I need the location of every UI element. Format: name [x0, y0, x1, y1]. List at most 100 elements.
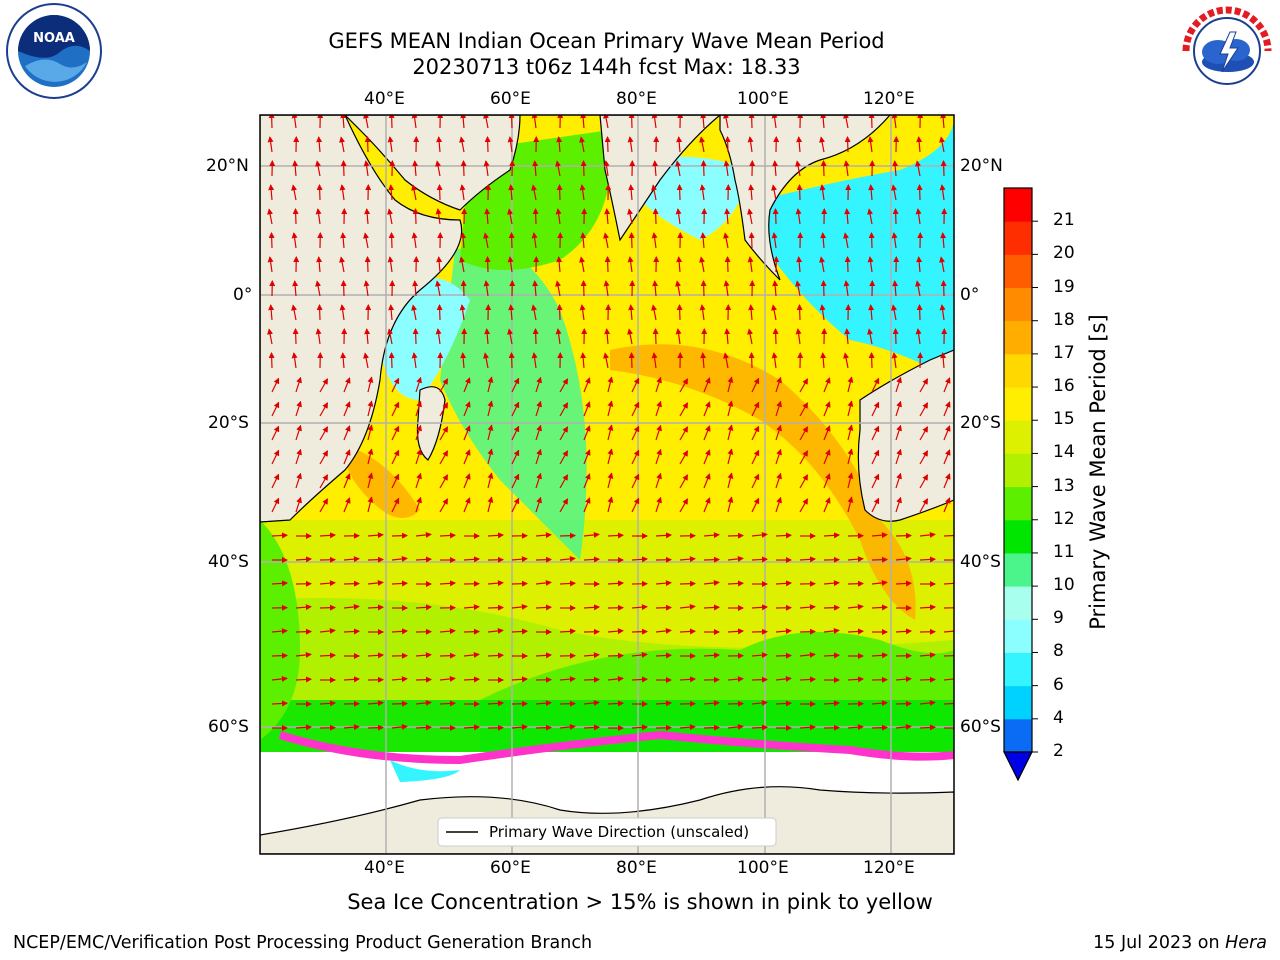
noaa-logo-text: NOAA: [33, 31, 75, 46]
wave-arrow: [268, 304, 275, 321]
wave-arrow: [631, 449, 640, 465]
wave-arrow: [559, 450, 569, 465]
wave-arrow: [363, 232, 370, 249]
wave-arrow: [583, 699, 600, 706]
wave-arrow: [823, 532, 840, 539]
wave-arrow: [291, 304, 298, 321]
wave-arrow: [555, 280, 562, 297]
wave-arrow: [604, 328, 611, 345]
wave-arrow: [439, 402, 449, 417]
wave-arrow: [391, 532, 408, 539]
wave-arrow: [316, 256, 323, 273]
wave-arrow: [867, 136, 874, 153]
wave-arrow: [847, 556, 864, 563]
wave-arrow: [315, 208, 322, 225]
wave-arrow: [823, 700, 840, 707]
wave-arrow: [583, 556, 600, 563]
wave-arrow: [723, 232, 730, 249]
wave-arrow: [295, 400, 302, 417]
wave-arrow: [823, 473, 831, 489]
wave-arrow: [939, 256, 946, 273]
wave-arrow: [363, 160, 370, 177]
colorbar-tick-label: 9: [1053, 608, 1064, 629]
wave-arrow: [511, 473, 520, 489]
wave-arrow: [487, 496, 494, 513]
wave-arrow: [847, 448, 854, 465]
wave-arrow: [583, 652, 600, 659]
wave-arrow: [843, 280, 850, 297]
wave-arrow: [559, 378, 569, 393]
wave-arrow: [795, 328, 802, 345]
wave-arrow: [871, 579, 888, 586]
wave-arrow: [727, 700, 744, 707]
lat-tick-left-60s: 60°S: [208, 717, 249, 737]
wave-arrow: [727, 448, 734, 465]
wave-arrow: [895, 424, 902, 441]
lat-tick-right-60s: 60°S: [960, 717, 1001, 737]
wave-arrow: [415, 652, 432, 659]
wave-arrow: [531, 184, 538, 201]
wave-arrow: [679, 603, 696, 610]
wave-arrow: [915, 160, 922, 177]
wave-arrow: [363, 352, 370, 369]
wave-arrow: [679, 426, 689, 441]
wave-arrow: [391, 425, 400, 441]
wave-arrow: [700, 352, 707, 369]
wave-arrow: [583, 676, 600, 683]
wave-arrow: [703, 579, 720, 586]
wave-arrow: [559, 555, 576, 562]
wave-arrow: [823, 425, 831, 441]
wave-arrow: [775, 652, 792, 659]
wave-arrow: [579, 184, 586, 201]
wave-arrow: [727, 555, 744, 562]
wave-arrow: [847, 676, 864, 683]
wave-arrow: [799, 474, 809, 489]
wave-arrow: [796, 304, 803, 321]
wave-arrow: [819, 184, 826, 201]
wave-arrow: [871, 700, 888, 707]
wave-arrow: [943, 675, 954, 682]
wave-arrow: [895, 723, 912, 730]
wave-arrow: [679, 450, 689, 465]
wave-arrow: [535, 532, 552, 539]
wave-arrow: [940, 352, 947, 369]
wave-arrow: [463, 676, 480, 683]
bay-cyan: [640, 156, 750, 240]
wave-arrow: [339, 136, 346, 153]
wave-arrow: [268, 184, 275, 201]
wave-arrow: [603, 232, 610, 249]
wave-arrow: [775, 472, 782, 489]
wave-arrow: [343, 676, 360, 683]
wave-arrow: [367, 448, 374, 465]
wave-arrow: [439, 498, 449, 513]
wave-arrow: [411, 184, 418, 201]
colorbar-box: [1004, 287, 1032, 322]
wave-arrow: [484, 256, 491, 273]
wave-arrow: [651, 184, 658, 201]
wave-arrow: [819, 304, 826, 321]
wave-arrow: [628, 184, 635, 201]
wave-arrow: [463, 628, 480, 635]
wave-arrow: [295, 604, 312, 611]
wave-arrow: [508, 184, 515, 201]
wave-arrow: [799, 402, 809, 417]
wave-arrow: [271, 473, 280, 489]
wave-arrow: [555, 208, 562, 225]
wave-arrow: [627, 208, 634, 225]
wave-arrow: [844, 208, 851, 225]
wave-arrow: [847, 376, 854, 393]
wave-arrow: [943, 425, 951, 441]
wave-arrow: [292, 160, 299, 177]
wave-arrow: [751, 401, 760, 417]
wave-arrow: [391, 580, 408, 587]
wave-arrow: [699, 256, 706, 273]
wave-arrow: [799, 651, 816, 658]
wave-arrow: [439, 532, 456, 539]
wave-arrow: [679, 474, 689, 489]
wave-arrow: [939, 136, 946, 153]
wave-arrow: [508, 352, 515, 369]
wave-arrow: [463, 651, 480, 658]
wave-arrow: [867, 208, 874, 225]
wave-arrow: [487, 604, 504, 611]
wave-arrow: [343, 425, 351, 441]
